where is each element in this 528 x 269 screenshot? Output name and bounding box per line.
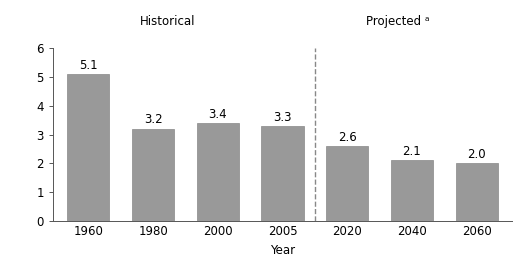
Bar [132,129,174,221]
Bar [456,163,497,221]
Bar [68,74,109,221]
Text: 2.1: 2.1 [402,145,421,158]
Text: 2.0: 2.0 [467,148,486,161]
Bar [261,126,304,221]
Text: 2.6: 2.6 [338,131,356,144]
Text: 3.4: 3.4 [209,108,227,121]
Bar [391,160,433,221]
Text: Projected ᵃ: Projected ᵃ [365,15,429,28]
X-axis label: Year: Year [270,244,295,257]
Text: 5.1: 5.1 [79,59,98,72]
Text: Historical: Historical [140,15,195,28]
Bar [326,146,368,221]
Bar [197,123,239,221]
Text: 3.3: 3.3 [273,111,292,123]
Text: 3.2: 3.2 [144,114,163,126]
